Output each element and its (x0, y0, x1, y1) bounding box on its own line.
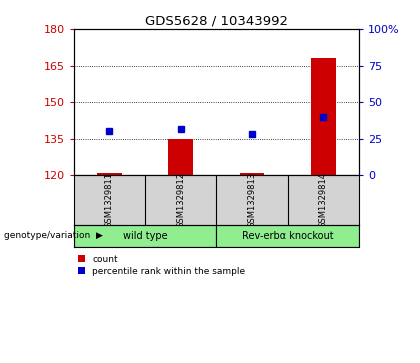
Bar (311, 58, 336, 175)
Text: GSM1329813: GSM1329813 (247, 172, 257, 228)
Text: genotype/variation  ▶: genotype/variation ▶ (4, 231, 103, 240)
Bar (239, 173, 265, 175)
Bar (97, 173, 122, 175)
Bar (168, 139, 193, 175)
Text: GSM1329812: GSM1329812 (176, 172, 185, 228)
Title: GDS5628 / 10343992: GDS5628 / 10343992 (145, 15, 288, 28)
Text: GSM1329811: GSM1329811 (105, 172, 114, 228)
Text: GSM1329814: GSM1329814 (319, 172, 328, 228)
Legend: count, percentile rank within the sample: count, percentile rank within the sample (78, 255, 246, 276)
Bar (216, 225, 359, 247)
Text: wild type: wild type (123, 231, 167, 241)
Bar (74, 225, 216, 247)
Text: Rev-erbα knockout: Rev-erbα knockout (242, 231, 333, 241)
